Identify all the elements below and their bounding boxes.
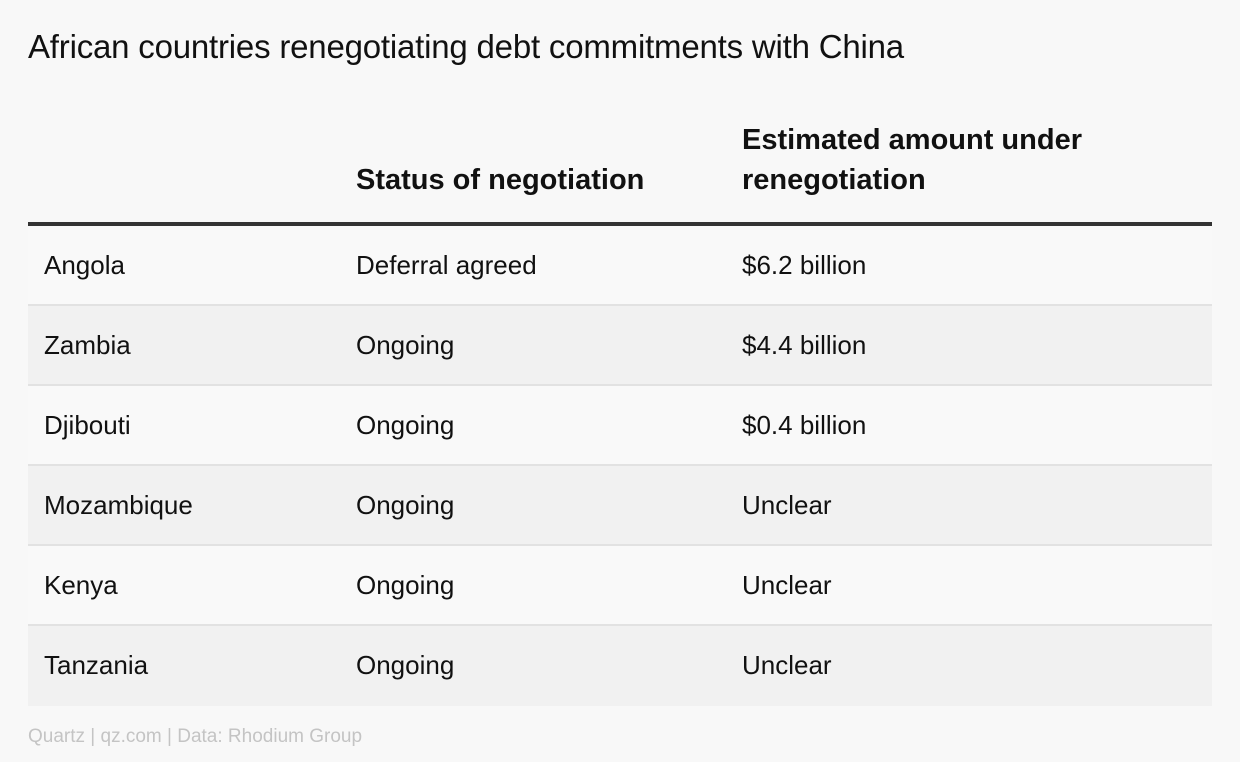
table-row: Zambia Ongoing $4.4 billion <box>28 306 1212 386</box>
source-footer: Quartz | qz.com | Data: Rhodium Group <box>28 726 363 747</box>
cell-status: Ongoing <box>356 330 455 360</box>
cell-status: Ongoing <box>356 490 455 520</box>
table-row: Angola Deferral agreed $6.2 billion <box>28 226 1212 306</box>
debt-table: Status of negotiation Estimated amount u… <box>28 120 1212 706</box>
cell-status: Ongoing <box>356 570 455 600</box>
cell-country: Zambia <box>44 330 131 360</box>
chart-title: African countries renegotiating debt com… <box>28 28 904 65</box>
table-row: Tanzania Ongoing Unclear <box>28 626 1212 706</box>
cell-amount: $6.2 billion <box>742 250 867 280</box>
table-header: Status of negotiation Estimated amount u… <box>28 120 1212 226</box>
cell-status: Deferral agreed <box>356 250 537 280</box>
cell-country: Djibouti <box>44 410 131 440</box>
cell-country: Tanzania <box>44 650 149 680</box>
table-body: Angola Deferral agreed $6.2 billion Zambia O… <box>28 226 1212 706</box>
cell-status: Ongoing <box>356 650 455 680</box>
cell-country: Angola <box>44 250 125 280</box>
column-header-amount: Estimated amount under renegotiation <box>742 124 1082 196</box>
table-row: Kenya Ongoing Unclear <box>28 546 1212 626</box>
table-row: Djibouti Ongoing $0.4 billion <box>28 386 1212 466</box>
cell-country: Mozambique <box>44 490 193 520</box>
cell-amount: Unclear <box>742 570 832 600</box>
cell-amount: $4.4 billion <box>742 330 867 360</box>
cell-status: Ongoing <box>356 410 455 440</box>
column-header-status: Status of negotiation <box>356 164 645 196</box>
cell-amount: Unclear <box>742 650 832 680</box>
cell-country: Kenya <box>44 570 118 600</box>
cell-amount: Unclear <box>742 490 832 520</box>
table-row: Mozambique Ongoing Unclear <box>28 466 1212 546</box>
cell-amount: $0.4 billion <box>742 410 867 440</box>
